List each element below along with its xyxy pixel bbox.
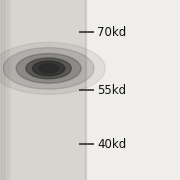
Bar xyxy=(1,0,3,180)
Bar xyxy=(0,0,86,180)
Ellipse shape xyxy=(39,64,58,73)
Ellipse shape xyxy=(16,54,81,83)
Ellipse shape xyxy=(32,61,65,76)
Bar xyxy=(4,0,5,180)
Bar xyxy=(0,0,1,180)
Bar xyxy=(5,0,7,180)
Ellipse shape xyxy=(3,48,94,89)
Ellipse shape xyxy=(26,58,71,79)
Bar xyxy=(3,0,4,180)
Bar xyxy=(8,0,9,180)
Bar xyxy=(9,0,11,180)
Text: 70kd: 70kd xyxy=(97,26,126,39)
Ellipse shape xyxy=(0,42,105,94)
Text: 40kd: 40kd xyxy=(97,138,126,150)
Text: 55kd: 55kd xyxy=(97,84,126,96)
Bar xyxy=(7,0,8,180)
